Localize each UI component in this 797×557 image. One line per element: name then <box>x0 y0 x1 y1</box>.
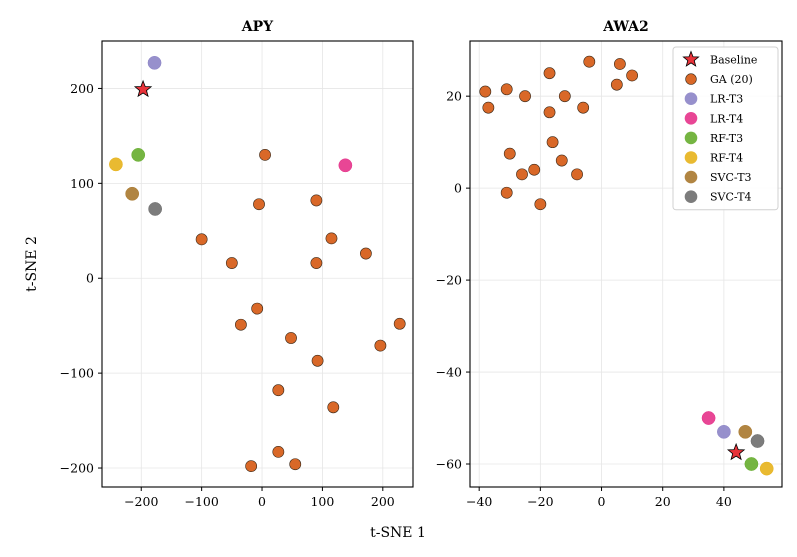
ga-point <box>311 354 324 367</box>
baseline-point <box>726 442 746 461</box>
svc-t4-point <box>750 434 765 448</box>
y-tick-label: −100 <box>60 366 94 381</box>
y-tick-label: −60 <box>436 457 462 472</box>
rf-t3-point <box>744 457 759 471</box>
ga-point <box>516 168 528 181</box>
axes-frame <box>101 40 414 488</box>
ga-point <box>626 69 639 82</box>
ga-point <box>500 186 513 199</box>
ga-point <box>546 136 559 149</box>
legend-label: RF-T3 <box>710 132 743 145</box>
ga-point <box>289 458 302 471</box>
ga-point <box>558 90 571 103</box>
ga-point <box>503 147 516 160</box>
legend-label: Baseline <box>710 54 757 67</box>
ga-point <box>253 198 265 211</box>
ga-point <box>374 339 387 352</box>
rf-t3-point <box>131 148 146 162</box>
legend-marker <box>684 112 698 125</box>
legend-marker <box>685 73 697 85</box>
legend-marker <box>684 170 698 184</box>
legend-box <box>672 46 779 211</box>
lr-t4-point <box>701 411 716 425</box>
legend-marker-star <box>682 50 700 67</box>
svc-t3-point <box>125 186 140 201</box>
legend-label: LR-T4 <box>710 112 743 125</box>
panel-title: AWA2 <box>602 19 649 35</box>
x-tick-label: 20 <box>655 494 671 509</box>
ga-point <box>225 257 238 269</box>
y-tick-label: −20 <box>436 273 462 288</box>
ga-point <box>251 302 264 315</box>
y-tick-label: 0 <box>86 271 94 286</box>
legend-marker <box>684 131 698 145</box>
ga-point <box>543 67 556 80</box>
x-tick-label: 0 <box>258 494 266 509</box>
x-tick-label: −40 <box>466 494 492 509</box>
y-tick-label: 20 <box>446 89 462 104</box>
ga-point <box>583 55 596 68</box>
ga-point <box>285 332 297 344</box>
x-tick-label: 0 <box>598 494 606 509</box>
x-tick-label: 200 <box>371 494 395 509</box>
x-tick-label: −200 <box>124 494 158 509</box>
ga-point <box>610 78 623 91</box>
lr-t3-point <box>147 55 162 70</box>
ga-point <box>571 168 583 181</box>
x-tick-label: −100 <box>184 494 218 509</box>
y-tick-label: −40 <box>436 365 462 380</box>
svc-t4-point <box>148 202 162 216</box>
baseline-point <box>133 79 153 98</box>
ga-point <box>534 198 547 211</box>
svc-t3-point <box>738 424 753 439</box>
ga-point <box>327 401 340 414</box>
ga-point <box>519 90 531 103</box>
rf-t4-point <box>109 157 123 172</box>
ga-point <box>195 233 208 246</box>
panel-title: APY <box>241 19 274 35</box>
legend: Baseline GA (20) LR-T3 LR-T4 RF-T3 RF-T4 SVC-T… <box>672 46 779 211</box>
ga-point <box>272 445 285 458</box>
x-tick-label: 40 <box>716 494 732 509</box>
ga-point <box>613 58 626 70</box>
legend-label: GA (20) <box>710 73 753 86</box>
ga-point <box>245 460 258 473</box>
legend-label: SVC-T3 <box>710 171 752 184</box>
ga-point <box>310 194 323 207</box>
ga-point <box>259 148 271 161</box>
ga-point <box>359 247 372 260</box>
lr-t3-point <box>717 424 731 439</box>
ga-point <box>528 163 541 176</box>
x-axis-label: t-SNE 1 <box>370 525 426 541</box>
ga-point <box>479 85 492 98</box>
legend-label: SVC-T4 <box>710 191 752 204</box>
y-tick-label: 200 <box>70 81 94 96</box>
axes-frame <box>469 40 783 488</box>
ga-point <box>482 101 495 114</box>
legend-marker <box>684 92 698 105</box>
legend-label: LR-T3 <box>710 93 743 106</box>
legend-marker <box>684 190 698 203</box>
lr-t4-point <box>338 158 353 173</box>
x-tick-label: 100 <box>310 494 334 509</box>
ga-point <box>234 318 247 331</box>
x-tick-label: −20 <box>527 494 553 509</box>
ga-point <box>543 106 556 119</box>
ga-point <box>393 317 406 330</box>
panel-apy: −200 −100 0 100 200 −200 −100 0 100 200 APY <box>60 19 414 509</box>
ga-point <box>577 101 590 114</box>
ga-point <box>272 384 285 397</box>
legend-marker <box>684 151 698 164</box>
y-tick-label: 100 <box>70 176 94 191</box>
rf-t4-point <box>759 461 774 476</box>
y-tick-label: 0 <box>454 181 462 196</box>
legend-label: RF-T4 <box>710 152 743 165</box>
ga-point <box>310 257 323 269</box>
ga-point <box>555 154 568 167</box>
ga-point <box>500 83 513 96</box>
y-axis-label: t-SNE 2 <box>24 236 40 292</box>
ga-point <box>325 232 338 245</box>
y-tick-label: −200 <box>60 461 94 476</box>
